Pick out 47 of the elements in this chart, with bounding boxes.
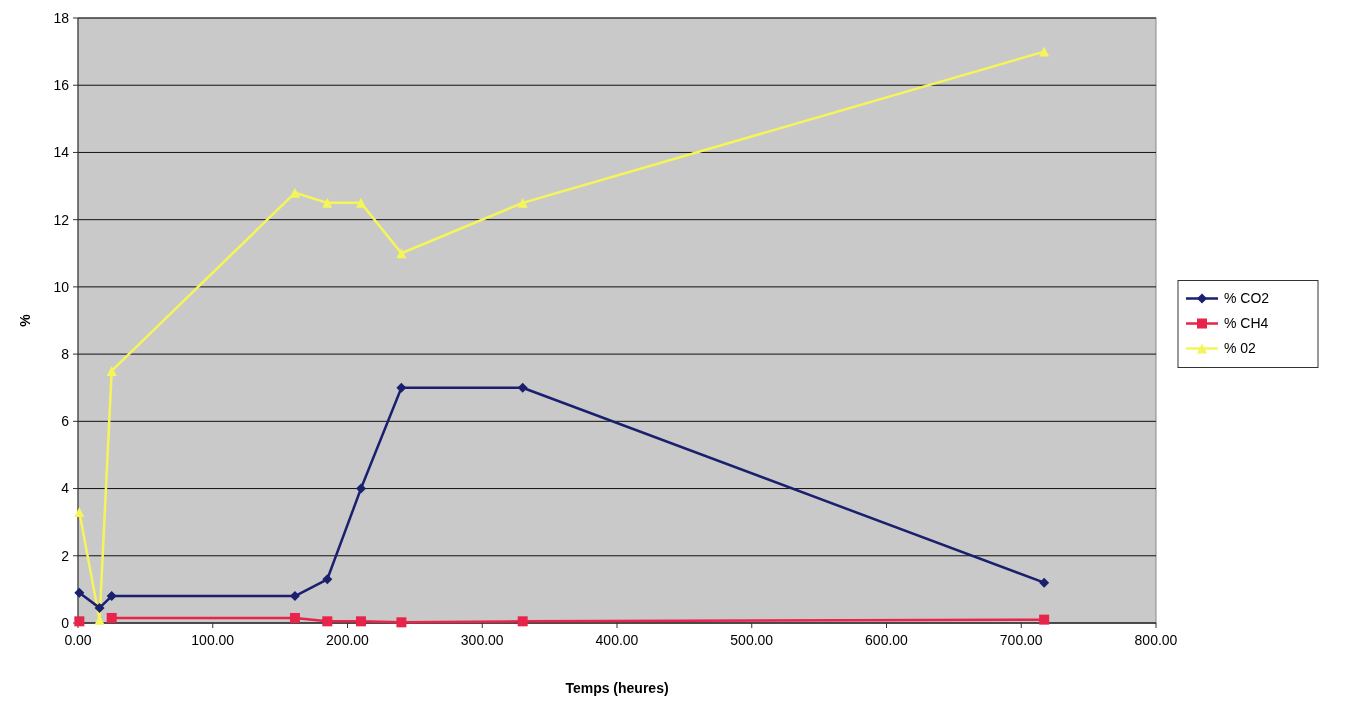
y-tick-label: 0 [61,614,70,631]
y-tick-label: 2 [61,547,70,564]
x-tick-label: 400.00 [595,632,639,648]
x-tick-label: 0.00 [64,632,92,648]
y-axis-title: % [17,313,33,327]
y-tick-label: 16 [53,77,70,94]
point [289,612,300,623]
point [322,616,333,627]
point [74,616,85,627]
x-tick-label: 100.00 [191,632,235,648]
point [1039,577,1050,588]
x-tick-label: 500.00 [730,632,774,648]
point [94,602,105,613]
point [322,197,333,208]
legend-label: % CO2 [1224,290,1270,307]
point [396,617,407,628]
point [355,616,366,627]
y-tick-label: 18 [53,9,70,26]
point [517,616,528,627]
y-tick-label: 4 [61,480,70,497]
y-tick-label: 8 [61,346,70,363]
point [517,197,528,208]
point [106,612,117,623]
point [106,591,117,602]
y-tick-label: 6 [61,413,70,430]
point [396,382,407,393]
y-tick-label: 12 [53,211,70,228]
point [74,507,85,518]
point [322,574,333,585]
point [517,382,528,393]
x-tick-label: 700.00 [999,632,1043,648]
point [74,587,85,598]
legend-label: % CH4 [1224,315,1269,332]
y-tick-label: 10 [53,278,70,295]
point [355,197,366,208]
point [355,483,366,494]
x-tick-label: 200.00 [326,632,370,648]
x-axis-title: Temps (heures) [565,680,669,696]
point [1039,46,1050,57]
legend-label: % 02 [1224,340,1257,357]
x-tick-label: 300.00 [460,632,504,648]
x-tick-label: 800.00 [1134,632,1178,648]
x-tick-label: 600.00 [865,632,909,648]
point [396,248,407,259]
y-tick-label: 14 [53,144,70,161]
point [1039,614,1050,625]
point [106,365,117,376]
